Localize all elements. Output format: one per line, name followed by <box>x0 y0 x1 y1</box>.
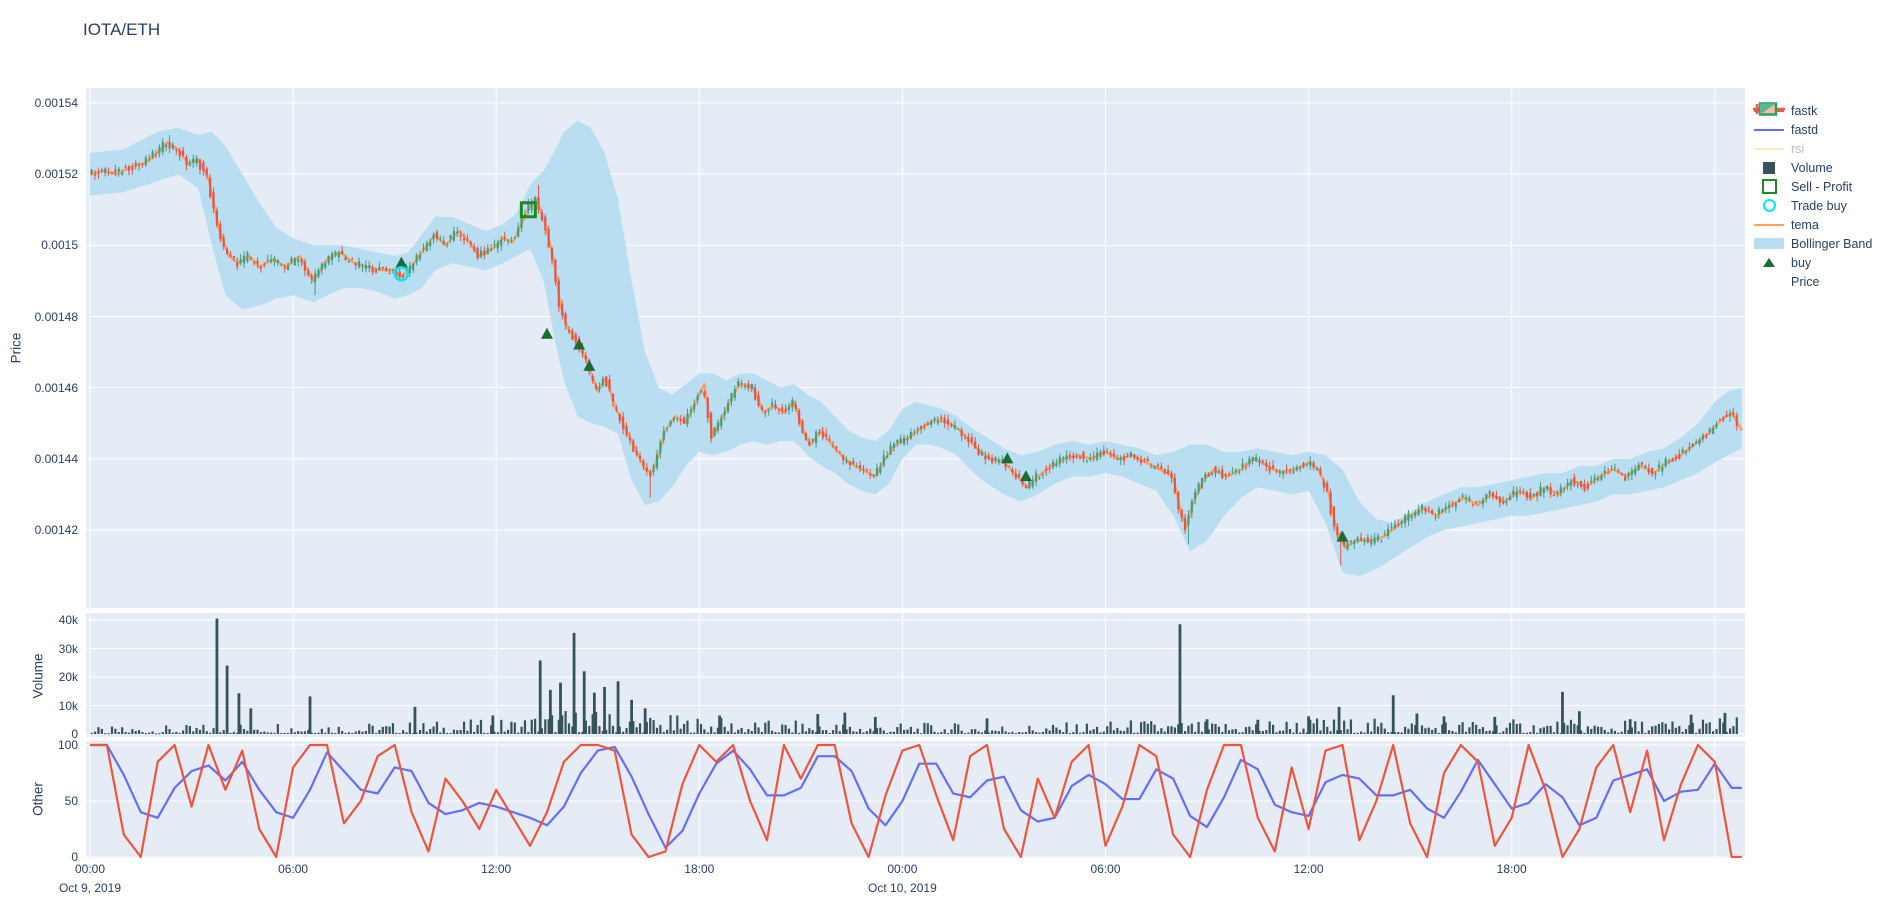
legend-triangle-sample <box>1752 258 1786 267</box>
legend-item-bollinger-band[interactable]: Bollinger Band <box>1752 234 1872 253</box>
price-tick-label: 0.00152 <box>34 167 78 182</box>
legend-square-sample <box>1752 161 1786 174</box>
legend-triangle-sample-glyph <box>1763 258 1775 267</box>
legend-line-sample <box>1752 223 1786 226</box>
volume-tick-label: 30k <box>58 641 78 656</box>
legend-item-label: fastk <box>1791 103 1818 118</box>
price-tick-label: 0.00142 <box>34 523 78 538</box>
legend-line-sample <box>1752 147 1786 150</box>
x-date-label: Oct 10, 2019 <box>868 881 937 895</box>
legend-band-sample <box>1752 238 1786 249</box>
legend-item-label: tema <box>1791 217 1819 232</box>
legend-square-sample-glyph <box>1763 161 1775 174</box>
legend-item-label: Price <box>1791 274 1820 289</box>
volume-tick-label: 10k <box>58 698 78 713</box>
x-tick-label: 18:00 <box>1496 862 1527 876</box>
legend-item-volume[interactable]: Volume <box>1752 158 1872 177</box>
price-axis-title: Price <box>8 332 24 364</box>
legend-item-tema[interactable]: tema <box>1752 215 1872 234</box>
legend-item-label: buy <box>1791 255 1812 270</box>
x-tick-label: 00:00 <box>74 862 106 876</box>
buy-marker <box>1019 470 1032 482</box>
buy-marker <box>395 256 408 268</box>
legend-open-circle-sample <box>1752 199 1786 212</box>
x-tick-label: 12:00 <box>481 862 512 876</box>
buy-marker <box>540 327 553 339</box>
legend-item-label: Bollinger Band <box>1791 236 1873 251</box>
buy-marker <box>573 338 586 350</box>
price-tick-label: 0.0015 <box>41 238 78 253</box>
volume-tick-label: 20k <box>58 670 78 684</box>
legend-line-sample-glyph <box>1754 147 1784 150</box>
legend-item-sell-profit[interactable]: Sell - Profit <box>1752 177 1872 196</box>
legend-item-buy[interactable]: buy <box>1752 253 1872 272</box>
legend-item-rsi[interactable]: rsi <box>1752 139 1872 158</box>
legend-item-label: fastd <box>1791 122 1819 137</box>
x-tick-label: 06:00 <box>278 862 309 876</box>
volume-tick-label: 40k <box>58 613 78 627</box>
trade-buy-marker <box>393 266 410 282</box>
legend-band-sample-glyph <box>1754 238 1784 249</box>
price-tick-label: 0.00144 <box>34 451 78 466</box>
x-date-label: Oct 9, 2019 <box>58 881 122 895</box>
volume-tick-label: 0 <box>71 727 78 741</box>
legend-open-circle-sample-glyph <box>1762 199 1776 212</box>
legend-line-sample-glyph <box>1754 128 1784 131</box>
x-tick-label: 06:00 <box>1090 862 1121 876</box>
trade-markers <box>393 201 1349 542</box>
legend-open-square-sample <box>1752 179 1786 194</box>
legend-line-sample-glyph <box>1754 223 1784 226</box>
buy-marker <box>583 359 596 371</box>
fastd-line <box>90 743 1742 849</box>
other-tick-label: 100 <box>57 738 78 752</box>
x-tick-label: 18:00 <box>684 862 715 876</box>
oscillator-series <box>90 743 1742 858</box>
buy-marker <box>1336 530 1349 542</box>
legend-item-price[interactable]: Price <box>1752 102 1872 291</box>
price-tick-label: 0.00148 <box>34 309 78 324</box>
x-tick-label: 00:00 <box>887 862 918 876</box>
other-tick-label: 50 <box>64 794 78 808</box>
legend-item-label: rsi <box>1791 141 1805 156</box>
legend-item-label: Trade buy <box>1791 198 1847 213</box>
legend-item-label: Volume <box>1791 160 1833 175</box>
candlestick-series <box>90 135 1738 566</box>
x-tick-label: 12:00 <box>1293 862 1324 876</box>
page-title: IOTA/ETH <box>83 20 161 39</box>
fastk-line <box>90 743 1742 858</box>
legend-line-sample <box>1752 128 1786 131</box>
other-tick-label: 0 <box>71 850 78 864</box>
buy-marker <box>1001 452 1014 464</box>
sell-profit-marker <box>519 201 537 219</box>
price-tick-label: 0.00154 <box>34 96 78 110</box>
legend-item-trade-buy[interactable]: Trade buy <box>1752 196 1872 215</box>
legend: fastk fastd rsi Volume Sell - Profit Trade bu… <box>1752 101 1872 291</box>
price-tick-label: 0.00146 <box>34 380 78 395</box>
legend-item-label: Sell - Profit <box>1791 179 1853 194</box>
legend-item-fastd[interactable]: fastd <box>1752 120 1872 139</box>
legend-open-square-sample-glyph <box>1761 179 1777 194</box>
volume-series <box>90 618 1738 735</box>
